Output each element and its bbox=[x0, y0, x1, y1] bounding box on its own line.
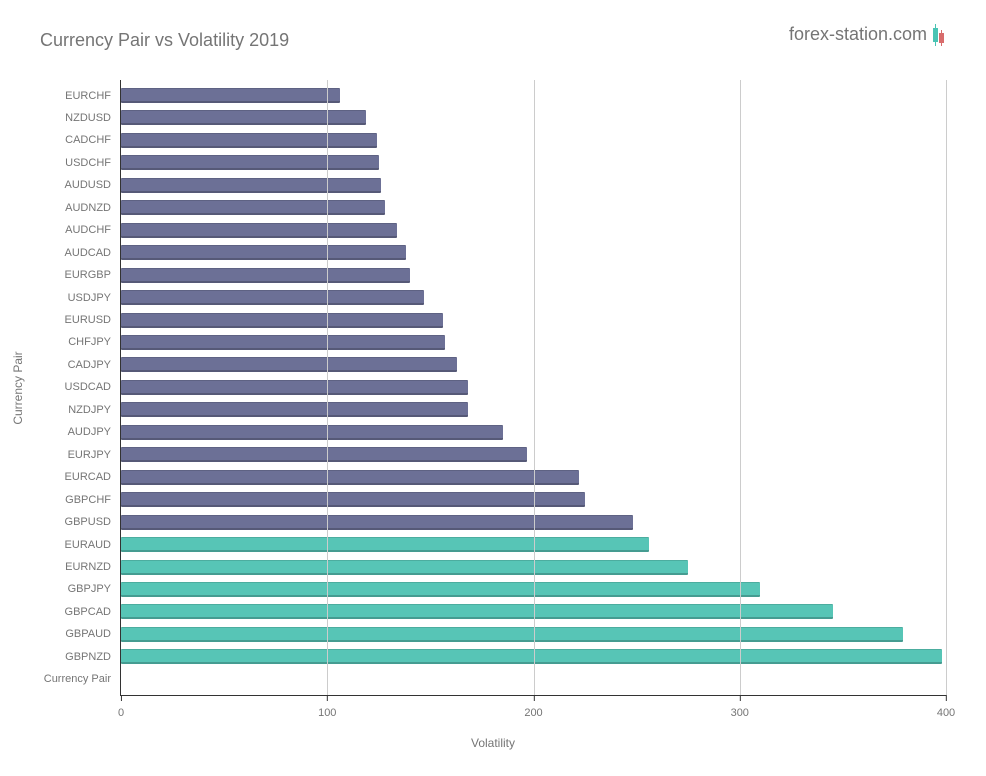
bar-label: USDCHF bbox=[65, 157, 121, 169]
bar-label: EURGBP bbox=[65, 269, 121, 281]
bar bbox=[121, 402, 468, 417]
y-axis-label: Currency Pair bbox=[11, 351, 25, 424]
gridline bbox=[534, 80, 535, 695]
gridline bbox=[740, 80, 741, 695]
bar-label: AUDNZD bbox=[65, 202, 121, 214]
bar-label: Currency Pair bbox=[44, 673, 121, 685]
bar-label: EURNZD bbox=[65, 561, 121, 573]
bar-label: GBPCHF bbox=[65, 494, 121, 506]
bar-label: GBPNZD bbox=[65, 651, 121, 663]
bar-label: EURUSD bbox=[65, 314, 121, 326]
chart-container: Currency Pair vs Volatility 2019 forex-s… bbox=[0, 0, 986, 776]
bar bbox=[121, 178, 381, 193]
logo-text: forex-station.com bbox=[789, 24, 927, 45]
bar bbox=[121, 88, 340, 103]
bar-label: CHFJPY bbox=[68, 336, 121, 348]
candlestick-icon bbox=[933, 27, 944, 43]
site-logo: forex-station.com bbox=[789, 24, 944, 45]
bar-label: USDCAD bbox=[65, 381, 121, 393]
bar-label: GBPCAD bbox=[65, 606, 121, 618]
bar-label: CADJPY bbox=[68, 359, 121, 371]
bar bbox=[121, 537, 649, 552]
bar-label: CADCHF bbox=[65, 134, 121, 146]
bar bbox=[121, 290, 424, 305]
x-tick: 200 bbox=[524, 695, 542, 719]
bar-label: AUDJPY bbox=[68, 426, 121, 438]
bar bbox=[121, 335, 445, 350]
x-tick: 100 bbox=[318, 695, 336, 719]
bar-label: GBPJPY bbox=[68, 583, 121, 595]
candle-up-icon bbox=[933, 28, 938, 42]
bar bbox=[121, 313, 443, 328]
bar-label: USDJPY bbox=[68, 292, 121, 304]
x-tick: 300 bbox=[731, 695, 749, 719]
gridline bbox=[946, 80, 947, 695]
bar bbox=[121, 155, 379, 170]
bar bbox=[121, 470, 579, 485]
gridline bbox=[327, 80, 328, 695]
bar-label: AUDUSD bbox=[65, 179, 121, 191]
bar-label: NZDUSD bbox=[65, 112, 121, 124]
bar bbox=[121, 649, 942, 664]
bar bbox=[121, 515, 633, 530]
bar bbox=[121, 110, 366, 125]
bar-label: AUDCAD bbox=[65, 247, 121, 259]
bar-label: GBPAUD bbox=[65, 628, 121, 640]
bar bbox=[121, 223, 397, 238]
bar bbox=[121, 492, 585, 507]
bar bbox=[121, 268, 410, 283]
bar-label: GBPUSD bbox=[65, 516, 121, 528]
x-tick: 0 bbox=[118, 695, 124, 719]
bar bbox=[121, 245, 406, 260]
bar bbox=[121, 200, 385, 215]
bar bbox=[121, 425, 503, 440]
chart-title: Currency Pair vs Volatility 2019 bbox=[40, 30, 289, 51]
bar-label: NZDJPY bbox=[68, 404, 121, 416]
bar bbox=[121, 357, 457, 372]
bar-label: EURAUD bbox=[65, 539, 121, 551]
x-axis-label: Volatility bbox=[471, 736, 515, 750]
bar-label: EURCAD bbox=[65, 471, 121, 483]
candle-down-icon bbox=[939, 33, 944, 43]
bar bbox=[121, 560, 688, 575]
bar bbox=[121, 604, 833, 619]
bar-label: EURCHF bbox=[65, 90, 121, 102]
bar-label: AUDCHF bbox=[65, 224, 121, 236]
plot-area: EURCHFNZDUSDCADCHFUSDCHFAUDUSDAUDNZDAUDC… bbox=[120, 80, 946, 696]
bar bbox=[121, 133, 377, 148]
bar bbox=[121, 447, 527, 462]
x-tick: 400 bbox=[937, 695, 955, 719]
bar bbox=[121, 627, 903, 642]
bar-label: EURJPY bbox=[68, 449, 121, 461]
bar bbox=[121, 582, 760, 597]
bar bbox=[121, 380, 468, 395]
